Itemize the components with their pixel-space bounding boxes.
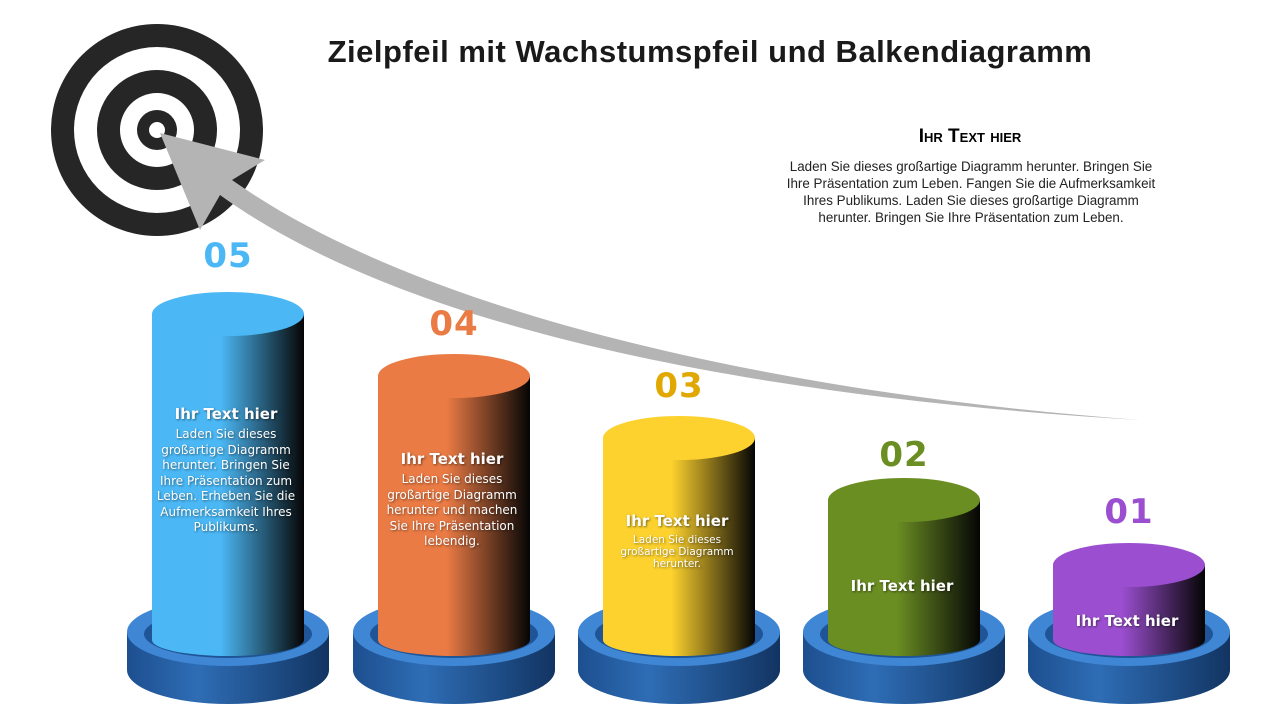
bar-label: Ihr Text hier Laden Sie dieses großartige… [607,512,747,570]
bar-heading: Ihr Text hier [1075,612,1179,630]
bar-text: Laden Sie dieses großartige Diagramm her… [620,534,734,570]
bar-top [603,416,755,460]
bar-text: Laden Sie dieses großartige Diagramm her… [156,427,296,534]
bar-top [378,354,530,398]
bar-body [152,314,304,656]
bar-number: 05 [203,236,253,276]
bar-number: 03 [654,366,704,406]
bar-number: 02 [879,435,929,475]
bar-label: Ihr Text hier Laden Sie dieses großartige… [156,405,296,536]
bar-02 [803,478,1005,704]
bar-03 [578,416,780,704]
bar-body [1053,565,1205,656]
bar-body [603,438,755,656]
bar-heading: Ihr Text hier [625,512,729,530]
page-title: Zielpfeil mit Wachstumspfeil und Balkend… [327,34,1093,69]
bar-heading: Ihr Text hier [400,450,504,468]
bar-label: Ihr Text hier Laden Sie dieses großartige… [382,450,522,550]
bar-label: Ihr Text hier [1057,612,1197,634]
bar-label: Ihr Text hier [832,577,972,599]
bar-01 [1028,543,1230,704]
bar-number: 04 [429,304,479,344]
bar-number: 01 [1104,492,1154,532]
bar-top [828,478,980,522]
bar-heading: Ihr Text hier [174,405,278,423]
side-text: Laden Sie dieses großartige Diagramm her… [786,159,1156,225]
bar-05 [127,292,329,704]
bar-text: Laden Sie dieses großartige Diagramm her… [386,472,518,548]
bar-04 [353,354,555,704]
bar-body [378,376,530,656]
side-heading: Ihr Text hier [918,126,1022,147]
bar-heading: Ihr Text hier [850,577,954,595]
growth-arrow-icon [160,133,1140,420]
bar-top [152,292,304,336]
bar-body [828,500,980,656]
bar-top [1053,543,1205,587]
